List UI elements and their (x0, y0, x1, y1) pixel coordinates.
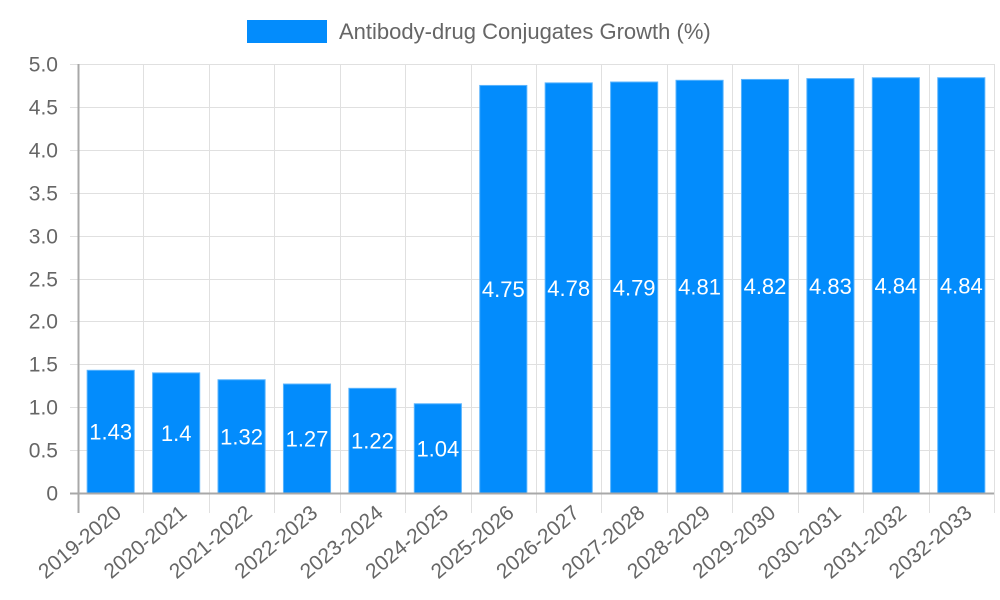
bars: 1.43 1.4 1.32 1.27 1.22 1.04 4.75 4.78 4.79 4.81 4… (86, 77, 986, 494)
y-axis-ticks: 0 0.5 1.0 1.5 2.0 2.5 3.0 3.5 4.0 4.5 5.0 (29, 54, 58, 506)
bar-2030-2031[interactable]: 4.83 (806, 78, 855, 494)
bar-value-label: 1.27 (286, 427, 329, 452)
bar-2021-2022[interactable]: 1.32 (217, 379, 266, 494)
bar-2022-2023[interactable]: 1.27 (282, 383, 332, 494)
bar-value-label: 4.84 (940, 273, 983, 298)
bar-value-label: 4.84 (874, 273, 917, 298)
bar-2019-2020[interactable]: 1.43 (86, 369, 135, 494)
bar-2023-2024[interactable]: 1.22 (348, 387, 397, 494)
bar-value-label: 4.75 (482, 277, 525, 302)
y-tick-label: 5.0 (29, 54, 58, 77)
bar[interactable] (413, 403, 462, 494)
bar-2026-2027[interactable]: 4.78 (544, 82, 593, 494)
bar-value-label: 1.04 (416, 436, 459, 461)
axes (70, 64, 994, 513)
legend[interactable]: Antibody-drug Conjugates Growth (%) (247, 19, 711, 44)
bar-value-label: 4.82 (744, 274, 787, 299)
legend-swatch (247, 20, 327, 43)
bar-value-label: 1.22 (351, 429, 394, 454)
y-tick-label: 0.5 (29, 440, 58, 463)
bar-value-label: 4.79 (613, 276, 656, 301)
bar-value-label: 4.83 (809, 274, 852, 299)
bar[interactable] (479, 84, 528, 494)
y-tick-label: 1.5 (29, 354, 58, 377)
bar[interactable] (544, 82, 593, 494)
bar-2025-2026[interactable]: 4.75 (479, 84, 528, 494)
bar[interactable] (217, 379, 266, 494)
gridlines (70, 64, 995, 513)
bar[interactable] (86, 369, 135, 494)
x-axis-ticks: 2019-20202020-20212021-20222022-20232023… (34, 501, 976, 583)
bar-2028-2029[interactable]: 4.81 (675, 79, 724, 494)
bar-2024-2025[interactable]: 1.04 (413, 403, 462, 494)
y-tick-label: 0 (46, 483, 58, 506)
bar[interactable] (610, 81, 659, 494)
bar-value-label: 1.43 (89, 420, 132, 445)
bar-2031-2032[interactable]: 4.84 (871, 77, 920, 494)
y-tick-label: 2.5 (29, 269, 58, 292)
bar[interactable] (348, 387, 397, 494)
y-tick-label: 4.0 (29, 140, 58, 163)
bar[interactable] (152, 372, 201, 494)
y-tick-label: 2.0 (29, 311, 58, 334)
bar-value-label: 1.32 (220, 424, 263, 449)
bar-2029-2030[interactable]: 4.82 (740, 78, 790, 494)
bar-2020-2021[interactable]: 1.4 (152, 372, 201, 494)
bar-value-label: 4.81 (678, 275, 721, 300)
y-tick-label: 3.5 (29, 183, 58, 206)
y-tick-label: 4.5 (29, 97, 58, 120)
bar[interactable] (806, 78, 855, 494)
bar-value-label: 4.78 (547, 276, 590, 301)
bar[interactable] (740, 78, 790, 494)
bar-2027-2028[interactable]: 4.79 (610, 81, 659, 494)
y-tick-label: 3.0 (29, 226, 58, 249)
bar[interactable] (675, 79, 724, 494)
bar-2032-2033[interactable]: 4.84 (937, 77, 986, 494)
bar[interactable] (937, 77, 986, 494)
legend-label: Antibody-drug Conjugates Growth (%) (339, 19, 711, 44)
y-tick-label: 1.0 (29, 397, 58, 420)
bar-value-label: 1.4 (161, 421, 192, 446)
bar[interactable] (282, 383, 332, 494)
